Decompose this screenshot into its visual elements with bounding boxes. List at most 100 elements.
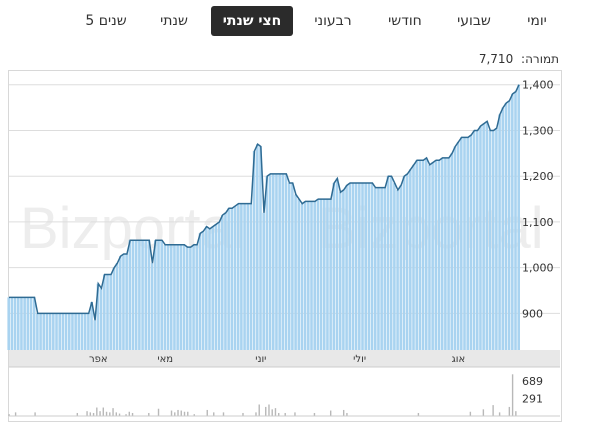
x-axis-ticks: אפר מאי יוני יולי אוג (89, 354, 465, 365)
tab-daily[interactable]: יומי (527, 13, 547, 29)
volume-bar (206, 409, 208, 416)
volume-bar (157, 408, 160, 416)
area-bar (361, 183, 364, 350)
area-bar (460, 137, 463, 350)
volume-bar (508, 406, 511, 416)
tab-half-yearly[interactable]: חצי שנתי (211, 6, 293, 36)
area-bar (278, 173, 281, 350)
area-bar (99, 288, 103, 350)
area-bar (303, 201, 307, 350)
tab-monthly[interactable]: חודשי (388, 13, 422, 29)
area-bar (29, 297, 33, 350)
area-bar (428, 164, 431, 350)
area-bar (125, 253, 128, 350)
area-bar (409, 169, 412, 350)
volume-bar (417, 412, 420, 416)
y-axis-ticks: 900 1,000 1,100 1,200 1,300 1,400 (522, 79, 554, 321)
area-bar (195, 244, 199, 350)
area-bar (517, 84, 520, 350)
area-bar (134, 240, 138, 350)
area-bar (220, 215, 224, 350)
area-bar (64, 313, 68, 350)
area-bars (7, 84, 520, 351)
area-bar (268, 173, 272, 350)
area-bar (205, 226, 208, 350)
y-tick-label: 1,400 (522, 79, 554, 92)
area-bar (138, 240, 141, 350)
area-bar (32, 297, 36, 350)
area-bar (77, 313, 81, 350)
volume-bar (109, 412, 111, 416)
area-bar (469, 135, 473, 350)
tab-weekly[interactable]: שבועי (457, 13, 491, 29)
area-bar (514, 91, 517, 350)
area-bar (491, 130, 495, 350)
area-bar (208, 228, 211, 350)
area-bar (103, 274, 106, 350)
area-bar (313, 201, 316, 350)
area-bar (485, 121, 489, 350)
price-line (9, 84, 520, 321)
volume-bar (177, 409, 179, 416)
tab-yearly[interactable]: שנתי (160, 13, 188, 29)
area-bar (45, 313, 49, 350)
volume-bar (242, 412, 244, 416)
area-bar (144, 240, 148, 350)
area-bar (456, 141, 460, 350)
area-bar (405, 173, 409, 350)
volume-bar (274, 408, 277, 416)
area-bar (440, 157, 444, 350)
volume-bar (342, 409, 345, 416)
area-bar (154, 240, 157, 350)
area-bar (399, 185, 403, 350)
volume-bar (284, 412, 286, 416)
area-bar (240, 203, 243, 350)
area-bar (23, 297, 26, 350)
area-bar (307, 201, 310, 350)
area-bar (380, 187, 383, 350)
tab-quarterly[interactable]: רבעוני (314, 13, 352, 29)
area-bar (55, 313, 58, 350)
area-bar (233, 205, 237, 350)
area-bar (297, 199, 301, 350)
area-bar (224, 212, 227, 350)
area-bar (300, 203, 304, 350)
price-value: 7,710 (478, 52, 514, 66)
area-bar (418, 160, 422, 350)
volume-bar (329, 410, 332, 416)
area-bar (415, 160, 418, 350)
area-bar (287, 183, 291, 350)
x-tick-label: יוני (255, 354, 266, 365)
area-bar (495, 128, 498, 350)
x-tick-label: מאי (157, 354, 173, 365)
area-bar (16, 297, 20, 350)
area-bar (182, 244, 186, 350)
area-bar (52, 313, 55, 350)
area-bar (463, 137, 466, 350)
area-bar (249, 203, 253, 350)
area-bar (246, 203, 250, 350)
area-bar (252, 151, 256, 350)
area-bar (472, 130, 476, 350)
area-bar (412, 164, 415, 350)
volume-bar (125, 414, 127, 416)
volume-bar (482, 409, 485, 416)
tab-five-years[interactable]: 5 שנים (85, 13, 127, 29)
area-bar (364, 183, 367, 350)
area-bar (20, 297, 23, 350)
area-bar (332, 183, 336, 350)
area-bar (256, 144, 259, 350)
area-bar (284, 173, 288, 350)
area-bar (163, 244, 167, 350)
area-bar (377, 187, 380, 350)
volume-bar (86, 411, 88, 416)
y-tick-label: 1,200 (522, 170, 554, 183)
volume-bar (265, 406, 267, 416)
area-bar (511, 93, 514, 351)
y-tick-label: 900 (522, 307, 543, 320)
volume-bar (187, 411, 189, 416)
area-bar (275, 173, 278, 350)
area-bar (61, 313, 65, 350)
